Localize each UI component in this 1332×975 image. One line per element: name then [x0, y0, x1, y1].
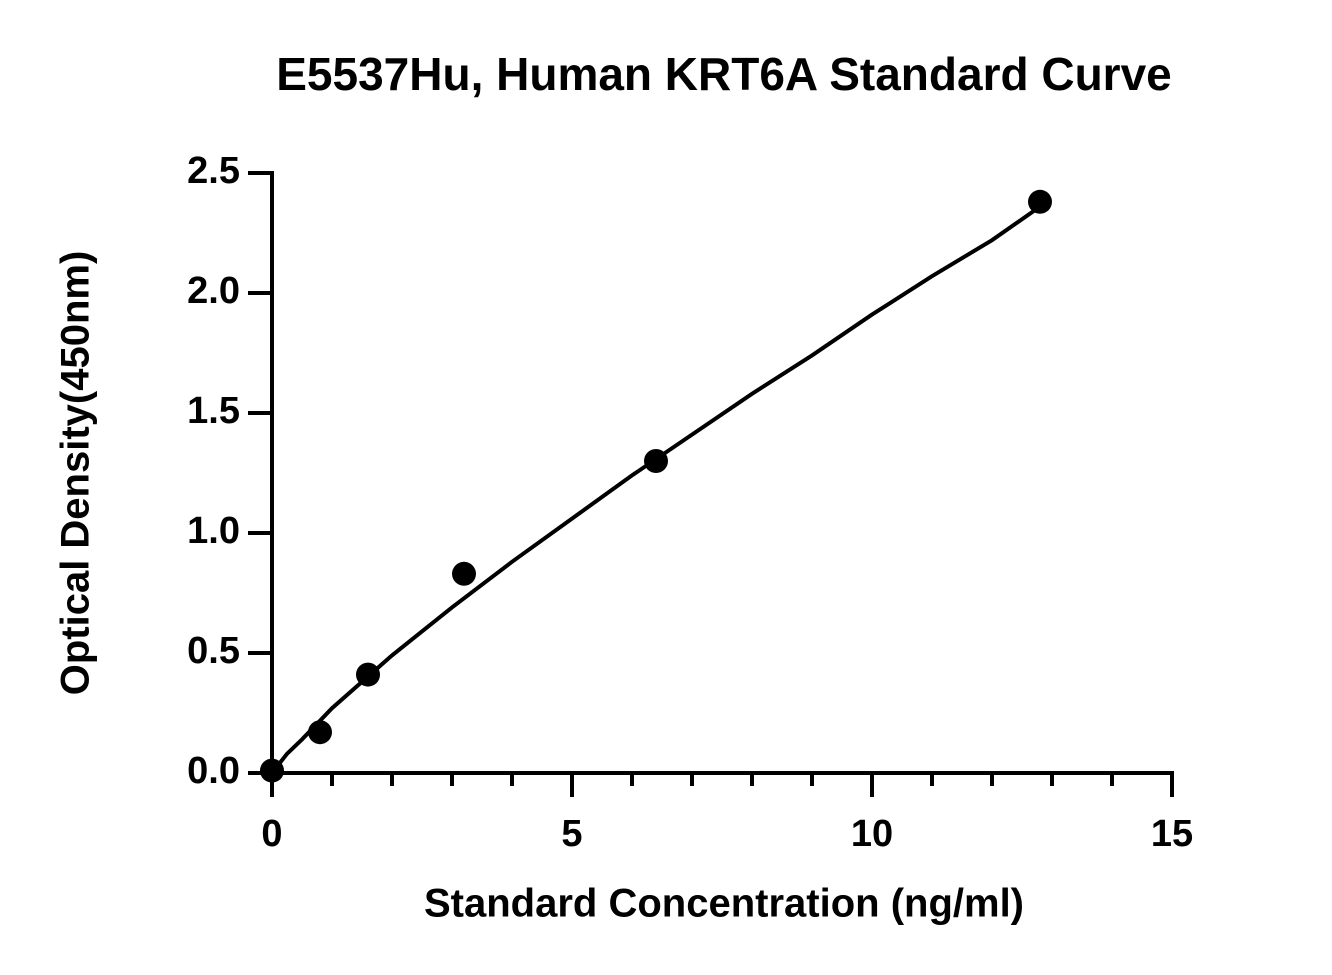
- data-point: [308, 720, 332, 745]
- x-tick-label: 15: [1151, 813, 1193, 855]
- y-tick-label: 2.5: [187, 150, 240, 192]
- data-point: [452, 561, 476, 586]
- x-tick-label: 5: [561, 813, 582, 855]
- y-tick-label: 0.5: [187, 630, 240, 672]
- data-point: [356, 662, 380, 687]
- y-tick-label: 1.5: [187, 390, 240, 432]
- x-tick-label: 0: [261, 813, 282, 855]
- y-axis-label: Optical Density(450nm): [54, 251, 98, 696]
- y-tick-label: 1.0: [187, 510, 240, 552]
- x-tick-label: 10: [851, 813, 893, 855]
- fit-curve: [270, 204, 1042, 775]
- y-tick-label: 0.0: [187, 750, 240, 792]
- data-point: [260, 758, 284, 783]
- y-tick-label: 2.0: [187, 270, 240, 312]
- x-axis-label: Standard Concentration (ng/ml): [424, 882, 1024, 926]
- data-point: [644, 449, 668, 473]
- chart-title: E5537Hu, Human KRT6A Standard Curve: [276, 48, 1172, 100]
- data-point: [1028, 189, 1052, 214]
